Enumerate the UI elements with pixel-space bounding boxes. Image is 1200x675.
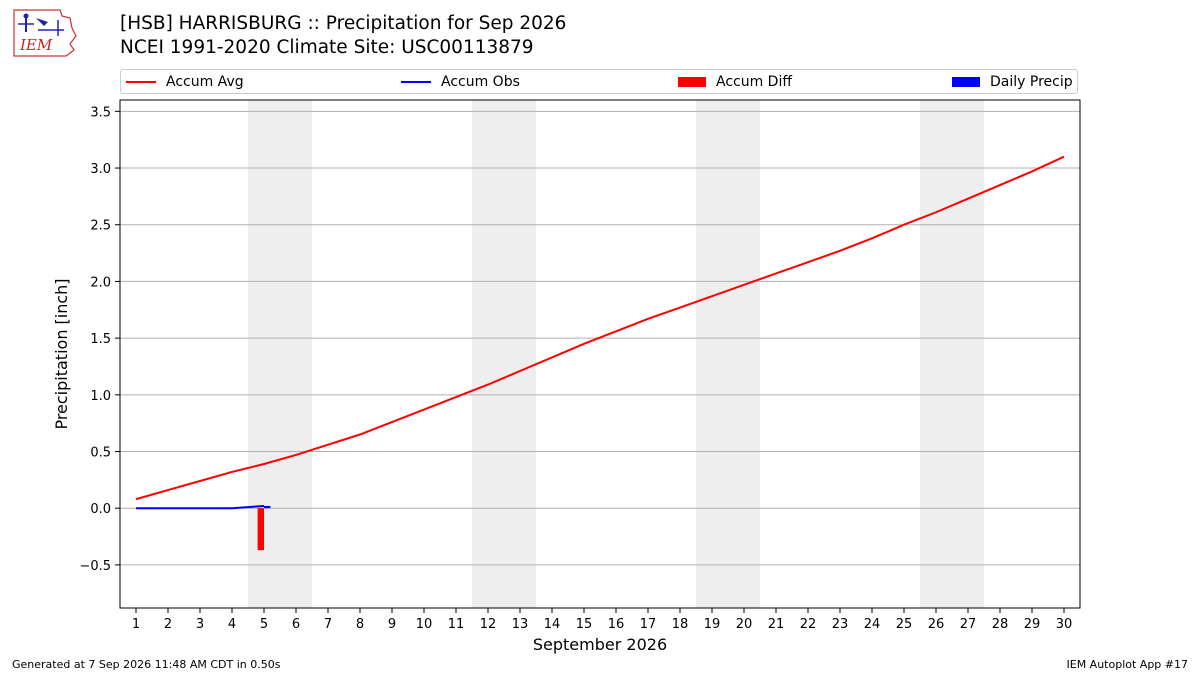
legend-label-accum-diff: Accum Diff [716, 74, 793, 90]
y-tick-label: 0.5 [90, 446, 111, 461]
x-tick-label: 4 [228, 617, 236, 632]
legend-swatch-daily-precip [952, 77, 980, 87]
footer-app-id: IEM Autoplot App #17 [1066, 658, 1189, 671]
x-tick-label: 26 [928, 617, 945, 632]
series-line-accum-obs [136, 504, 265, 510]
x-tick-label: 27 [960, 617, 977, 632]
x-tick-label: 22 [800, 617, 817, 632]
legend-item-daily-precip: Daily Precip [952, 70, 1073, 94]
bar-daily-precip-day-5 [264, 505, 271, 509]
x-tick-label: 5 [260, 617, 268, 632]
y-tick-label: 0.0 [90, 502, 111, 517]
y-tick-label: 1.5 [90, 332, 111, 347]
weekend-band-2 [472, 100, 536, 608]
y-tick-label: 1.0 [90, 389, 111, 404]
x-tick-label: 7 [324, 617, 332, 632]
legend-label-accum-avg: Accum Avg [166, 74, 244, 90]
legend-label-accum-obs: Accum Obs [441, 74, 520, 90]
x-tick-label: 15 [576, 617, 593, 632]
bar-accum-diff-day-5 [257, 508, 264, 551]
weekend-band-4 [920, 100, 984, 608]
x-tick-label: 17 [640, 617, 657, 632]
x-tick-label: 28 [992, 617, 1009, 632]
x-tick-label: 6 [292, 617, 300, 632]
weekend-band-3 [696, 100, 760, 608]
plot-frame [119, 99, 1081, 609]
x-tick-label: 24 [864, 617, 881, 632]
x-tick-label: 19 [704, 617, 721, 632]
x-tick-label: 30 [1056, 617, 1073, 632]
y-tick-label: −0.5 [79, 559, 111, 574]
x-tick-label: 25 [896, 617, 913, 632]
legend-item-accum-avg: Accum Avg [126, 70, 244, 94]
legend-swatch-accum-avg [126, 81, 156, 83]
legend-item-accum-obs: Accum Obs [401, 70, 520, 94]
x-tick-label: 16 [608, 617, 625, 632]
x-axis-label: September 2026 [533, 635, 667, 654]
x-tick-label: 9 [388, 617, 396, 632]
legend-label-daily-precip: Daily Precip [990, 74, 1073, 90]
iem-logo: IEM [13, 9, 77, 57]
y-tick-label: 3.5 [90, 105, 111, 120]
x-tick-label: 1 [132, 617, 140, 632]
legend-swatch-accum-obs [401, 81, 431, 83]
y-tick-label: 3.0 [90, 162, 111, 177]
y-axis-label: Precipitation [inch] [52, 278, 71, 429]
x-tick-label: 10 [416, 617, 433, 632]
series-line-accum-avg [135, 155, 1065, 501]
logo-text: IEM [19, 36, 53, 54]
x-tick-label: 20 [736, 617, 753, 632]
x-tick-label: 2 [164, 617, 172, 632]
x-tick-label: 21 [768, 617, 785, 632]
legend-item-accum-diff: Accum Diff [678, 70, 792, 94]
x-tick-label: 11 [448, 617, 465, 632]
legend-swatch-accum-diff [678, 77, 706, 87]
chart-subtitle: NCEI 1991-2020 Climate Site: USC00113879 [120, 37, 534, 58]
title-block: [HSB] HARRISBURG :: Precipitation for Se… [120, 12, 566, 60]
y-tick-label: 2.5 [90, 219, 111, 234]
x-tick-label: 13 [512, 617, 529, 632]
x-tick-label: 14 [544, 617, 561, 632]
legend: Accum Avg Accum Obs Accum Diff Daily Pre… [120, 69, 1078, 94]
chart-title: [HSB] HARRISBURG :: Precipitation for Se… [120, 13, 567, 34]
x-tick-label: 29 [1024, 617, 1041, 632]
footer-generated: Generated at 7 Sep 2026 11:48 AM CDT in … [12, 658, 281, 671]
x-tick-label: 12 [480, 617, 497, 632]
x-tick-label: 23 [832, 617, 849, 632]
y-tick-label: 2.0 [90, 275, 111, 290]
x-tick-label: 8 [356, 617, 364, 632]
x-tick-label: 18 [672, 617, 689, 632]
x-tick-label: 3 [196, 617, 204, 632]
